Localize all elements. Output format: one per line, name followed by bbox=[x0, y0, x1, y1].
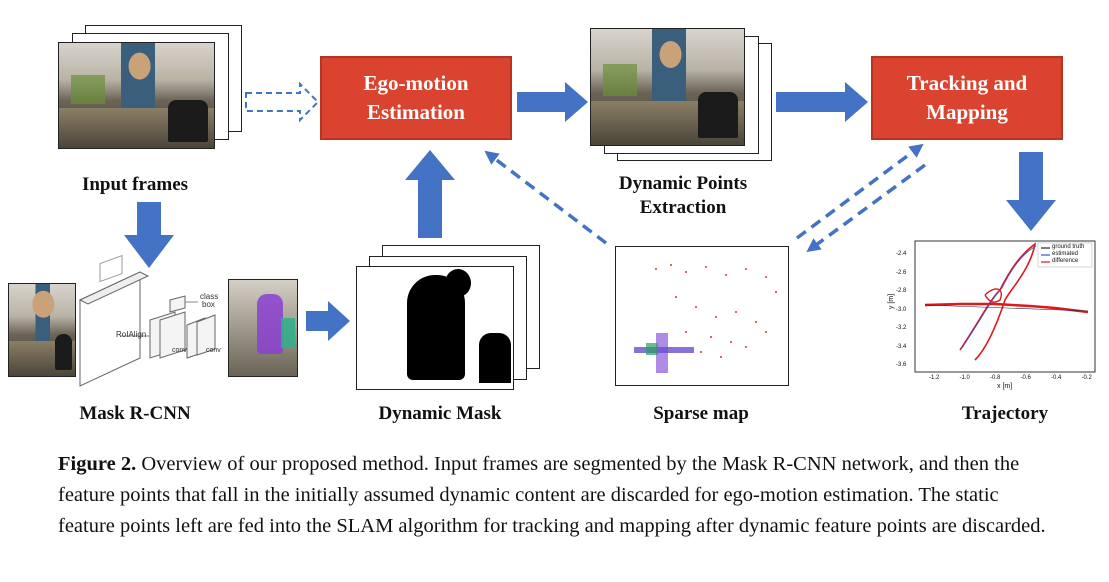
traj-ytick: -3.6 bbox=[896, 362, 907, 368]
conv2-label: conv bbox=[206, 347, 221, 354]
box-tracking-mapping: Tracking and Mapping bbox=[871, 56, 1063, 140]
traj-legend-gt: ground truth bbox=[1052, 244, 1085, 250]
arrow-input-to-maskrcnn bbox=[124, 202, 174, 268]
traj-ytick: -2.8 bbox=[896, 288, 907, 294]
mask-silhouette-head bbox=[445, 269, 471, 297]
mask-silhouette-small bbox=[479, 333, 511, 383]
ego-motion-label: Ego-motion Estimation bbox=[363, 71, 469, 124]
box-ego-motion: Ego-motion Estimation bbox=[320, 56, 512, 140]
label-trajectory: Trajectory bbox=[961, 403, 1049, 424]
traj-xtick: -0.2 bbox=[1081, 375, 1092, 381]
label-dynamic-points: Dynamic Points Extraction bbox=[618, 173, 748, 218]
arrow-mask-to-ego bbox=[405, 150, 455, 238]
sparse-map-points bbox=[634, 264, 777, 373]
traj-legend-est: estimated bbox=[1052, 251, 1079, 257]
maskrcnn-output-image bbox=[228, 279, 298, 377]
conv1-label: conv bbox=[172, 347, 187, 354]
traj-xtick: -1.2 bbox=[929, 375, 940, 381]
traj-legend-diff: difference bbox=[1052, 258, 1079, 264]
dashed-arrow-sparse-to-tracking bbox=[795, 143, 924, 240]
traj-xlabel: x [m] bbox=[997, 383, 1013, 390]
arrow-dynamic-to-tracking bbox=[776, 82, 868, 122]
arrow-maskrcnn-to-mask bbox=[306, 301, 350, 341]
label-sparse-map: Sparse map bbox=[653, 403, 749, 424]
traj-ytick: -3.4 bbox=[896, 343, 907, 350]
roialign-label: RoIAlign bbox=[116, 330, 147, 339]
traj-xtick: -0.4 bbox=[1051, 375, 1062, 381]
maskrcnn-input-image bbox=[8, 283, 76, 377]
label-mask-rcnn: Mask R-CNN bbox=[79, 403, 191, 424]
trajectory-plot bbox=[914, 240, 1096, 373]
box-label: box bbox=[202, 300, 215, 309]
traj-xtick: -0.6 bbox=[1020, 375, 1031, 381]
figure-caption: Figure 2. Overview of our proposed metho… bbox=[58, 449, 1058, 542]
dashed-arrow-sparse-to-ego bbox=[484, 150, 608, 245]
mask-frame-front bbox=[356, 266, 514, 390]
traj-ytick: -3.2 bbox=[896, 325, 907, 331]
caption-label: Figure 2. bbox=[58, 453, 137, 475]
traj-ytick: -2.6 bbox=[896, 269, 907, 276]
dashed-arrow-tracking-to-sparse bbox=[806, 163, 927, 253]
mask-rcnn-architecture bbox=[78, 254, 216, 387]
traj-xtick: -1.0 bbox=[959, 375, 970, 381]
arrow-ego-to-dynamic bbox=[517, 82, 588, 122]
label-input-frames: Input frames bbox=[81, 174, 189, 195]
traj-xtick: -0.8 bbox=[990, 375, 1001, 381]
traj-ylabel: y [m] bbox=[888, 293, 896, 310]
input-frame-front bbox=[58, 42, 215, 149]
traj-ytick: -3.0 bbox=[896, 306, 907, 313]
dashed-arrow-input-to-ego bbox=[245, 81, 320, 123]
traj-ytick: -2.4 bbox=[896, 251, 907, 257]
dynamic-frame-front bbox=[590, 28, 745, 146]
label-dynamic-mask: Dynamic Mask bbox=[378, 403, 502, 424]
arrow-tracking-to-trajectory bbox=[1006, 152, 1056, 231]
tracking-mapping-label: Tracking and Mapping bbox=[906, 71, 1028, 124]
caption-text: Overview of our proposed method. Input f… bbox=[58, 453, 1046, 537]
sparse-map-image bbox=[615, 246, 789, 386]
class-label: class bbox=[200, 292, 219, 301]
